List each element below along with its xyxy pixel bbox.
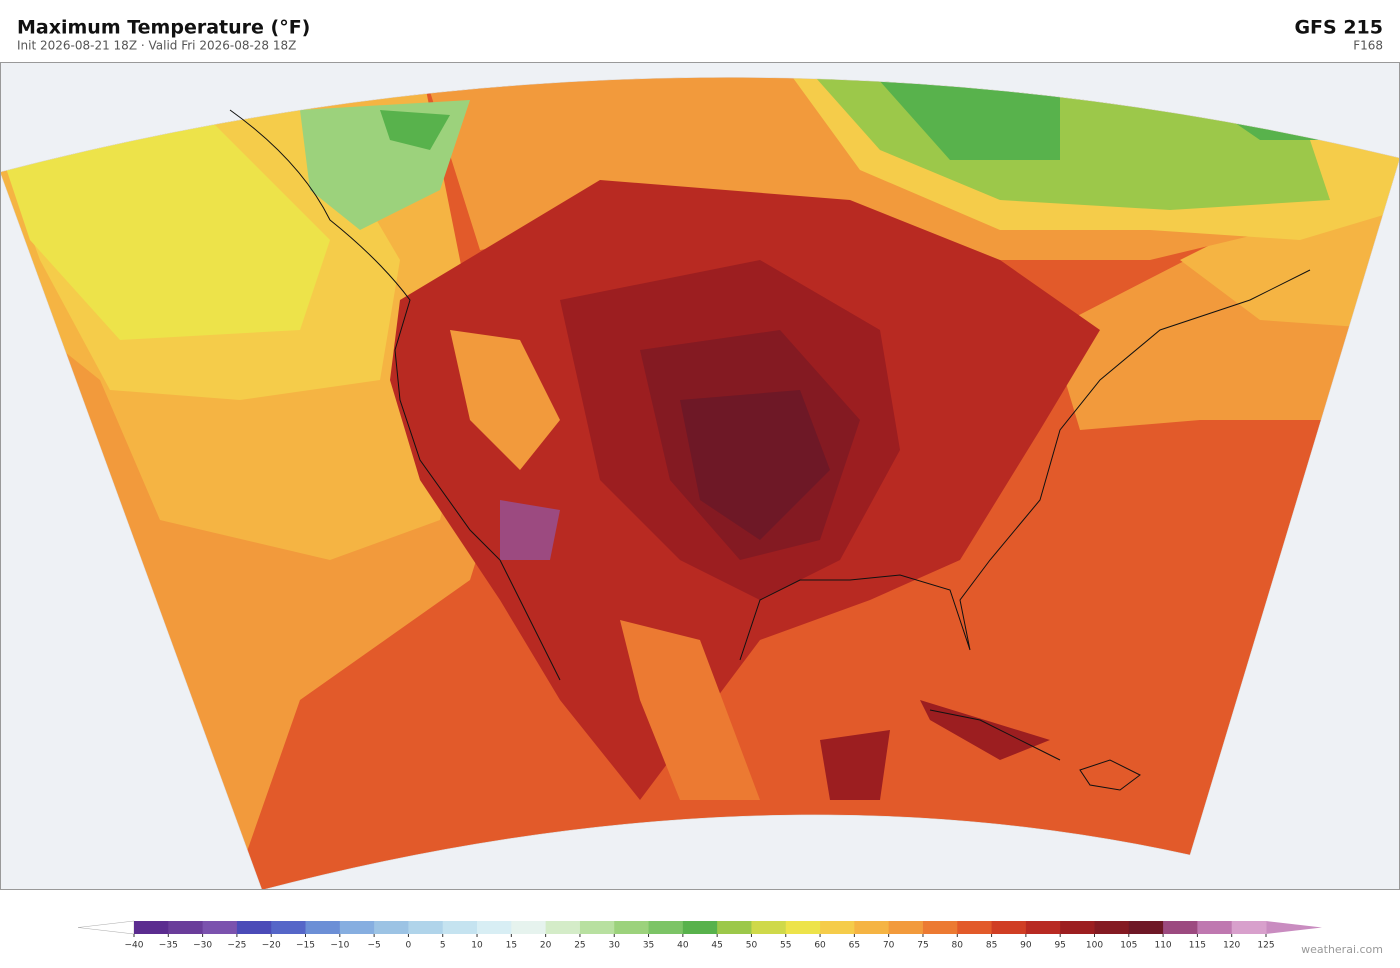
colorbar-tick-label: 5 bbox=[440, 941, 446, 951]
forecast-hour: F168 bbox=[1353, 39, 1383, 53]
colorbar: −40 −35 −30 −25 −20 −15 −10 −5 0 5 10 15 20 25 30 35 40 4… bbox=[77, 920, 1322, 951]
colorbar-tick-label: 110 bbox=[1154, 941, 1171, 951]
colorbar-tick-label: 30 bbox=[609, 941, 621, 951]
colorbar-bin bbox=[1231, 921, 1267, 934]
colorbar-tick-label: −20 bbox=[262, 941, 281, 951]
colorbar-bin bbox=[682, 921, 718, 934]
colorbar-tick-label: 95 bbox=[1054, 941, 1065, 951]
credit: weatherai.com bbox=[1301, 943, 1383, 956]
colorbar-tick-label: 100 bbox=[1086, 941, 1103, 951]
colorbar-over bbox=[1266, 921, 1322, 934]
colorbar-tick-label: 20 bbox=[540, 941, 552, 951]
colorbar-tick-label: 120 bbox=[1223, 941, 1240, 951]
colorbar-tick-label: 25 bbox=[574, 941, 585, 951]
colorbar-tick-label: 115 bbox=[1189, 941, 1206, 951]
colorbar-tick-label: 85 bbox=[986, 941, 997, 951]
colorbar-bin bbox=[717, 921, 752, 934]
colorbar-bin bbox=[374, 921, 409, 934]
colorbar-tick-label: 55 bbox=[780, 941, 791, 951]
colorbar-bin bbox=[820, 921, 855, 934]
colorbar-bin bbox=[202, 921, 238, 934]
map bbox=[0, 62, 1400, 890]
colorbar-tick-label: 50 bbox=[746, 941, 758, 951]
colorbar-tick-label: 60 bbox=[814, 941, 826, 951]
colorbar-tick-label: −30 bbox=[193, 941, 212, 951]
colorbar-bin bbox=[305, 921, 341, 934]
colorbar-tick-label: 125 bbox=[1257, 941, 1274, 951]
colorbar-bin bbox=[1197, 921, 1233, 934]
colorbar-bin bbox=[785, 921, 821, 934]
colorbar-tick-label: 10 bbox=[471, 941, 483, 951]
colorbar-bin bbox=[1060, 921, 1095, 934]
colorbar-under bbox=[77, 920, 135, 935]
colorbar-bin bbox=[168, 921, 204, 934]
colorbar-bin bbox=[991, 921, 1027, 934]
colorbar-bin bbox=[545, 921, 581, 934]
colorbar-tick-label: 15 bbox=[506, 941, 517, 951]
colorbar-bin bbox=[579, 921, 615, 934]
colorbar-tick-label: 105 bbox=[1120, 941, 1137, 951]
colorbar-bin bbox=[1163, 921, 1198, 934]
colorbar-tick-label: −10 bbox=[330, 941, 349, 951]
colorbar-tick-label: −25 bbox=[227, 941, 246, 951]
colorbar-tick-label: −15 bbox=[296, 941, 315, 951]
colorbar-tick-label: 75 bbox=[917, 941, 928, 951]
colorbar-tick-label: 65 bbox=[849, 941, 860, 951]
model: GFS 215 bbox=[1294, 17, 1383, 39]
colorbar-bin bbox=[1094, 921, 1130, 934]
colorbar-tick-label: −35 bbox=[159, 941, 178, 951]
colorbar-bin bbox=[442, 921, 478, 934]
colorbar-bin bbox=[957, 921, 993, 934]
subtitle: Init 2026-08-21 18Z · Valid Fri 2026-08-… bbox=[17, 39, 296, 53]
title: Maximum Temperature (°F) bbox=[17, 17, 310, 39]
colorbar-tick-label: 70 bbox=[883, 941, 895, 951]
colorbar-bin bbox=[477, 921, 512, 934]
colorbar-bin bbox=[648, 921, 684, 934]
colorbar-bin bbox=[408, 921, 444, 934]
colorbar-tick-label: 35 bbox=[643, 941, 654, 951]
colorbar-bin bbox=[922, 921, 958, 934]
colorbar-tick-label: −40 bbox=[125, 941, 144, 951]
colorbar-bin bbox=[614, 921, 650, 934]
colorbar-bin bbox=[511, 921, 547, 934]
colorbar-bin bbox=[134, 921, 169, 934]
colorbar-bin bbox=[339, 921, 375, 934]
colorbar-tick-label: 0 bbox=[406, 941, 412, 951]
colorbar-tick-label: 40 bbox=[677, 941, 689, 951]
colorbar-bin bbox=[236, 921, 272, 934]
colorbar-bin bbox=[854, 921, 890, 934]
colorbar-tick-label: 80 bbox=[952, 941, 964, 951]
colorbar-bin bbox=[271, 921, 307, 934]
colorbar-bin bbox=[751, 921, 787, 934]
colorbar-tick-label: −5 bbox=[367, 941, 380, 951]
colorbar-tick-label: 90 bbox=[1020, 941, 1032, 951]
colorbar-bin bbox=[1025, 921, 1061, 934]
colorbar-bin bbox=[888, 921, 924, 934]
colorbar-bin bbox=[1128, 921, 1164, 934]
colorbar-tick-label: 45 bbox=[711, 941, 722, 951]
